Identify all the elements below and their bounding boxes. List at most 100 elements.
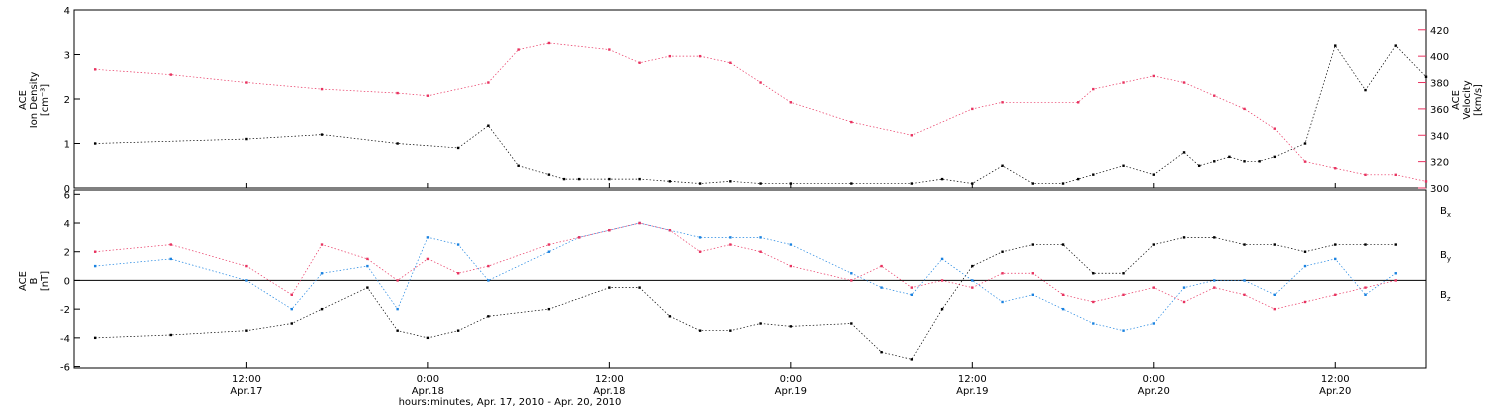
bottom-left-tick-label: -6 [60, 363, 70, 374]
data-point [366, 286, 369, 289]
data-point [1394, 279, 1397, 282]
data-point [487, 315, 490, 318]
data-point [668, 54, 672, 58]
top-left-axis-title: ACEIon Density[cm⁻³] [18, 72, 51, 129]
data-point [1061, 293, 1065, 296]
x-tick-date-label: Apr.18 [593, 386, 625, 397]
data-point [608, 48, 611, 51]
data-point [169, 73, 172, 76]
data-point [1197, 164, 1201, 167]
data-point [396, 307, 399, 311]
top-right-axis: 300 320 340 360 380 400 420 [1418, 26, 1449, 195]
top-right-tick-label: 360 [1430, 105, 1449, 116]
data-point [577, 177, 581, 181]
data-point [290, 322, 293, 325]
data-point [1213, 286, 1216, 289]
data-point [245, 264, 248, 268]
data-point [426, 236, 430, 239]
data-point [1092, 322, 1095, 325]
data-point [1122, 293, 1125, 296]
data-point [1182, 151, 1186, 154]
data-point [1243, 293, 1246, 296]
bottom-series [93, 221, 1397, 361]
data-point [789, 325, 793, 328]
bottom-left-tick-label: -4 [60, 334, 70, 345]
data-point [850, 182, 853, 185]
data-point [910, 134, 914, 137]
series-line [95, 44, 1427, 184]
data-point [1334, 243, 1337, 246]
data-point [290, 293, 293, 296]
data-point [456, 243, 460, 246]
x-tick-label: 0:00 [1143, 374, 1165, 385]
x-tick-label: 12:00 [595, 374, 624, 385]
data-point [320, 272, 324, 275]
x-tick-label: 12:00 [232, 374, 261, 385]
data-point [93, 250, 97, 253]
data-point [1303, 300, 1307, 304]
data-point [1031, 293, 1035, 296]
data-point [169, 333, 172, 337]
data-point [320, 133, 324, 136]
data-point [971, 264, 974, 268]
top-left-axis: 0 1 2 3 4 [64, 6, 80, 195]
data-point [1243, 160, 1246, 163]
data-point [547, 41, 551, 45]
data-point [638, 221, 641, 225]
data-point [789, 101, 793, 104]
series-line [95, 222, 1396, 332]
top-series [93, 41, 1428, 185]
x-tick-label: 12:00 [958, 374, 987, 385]
data-point [940, 279, 944, 282]
data-point [1243, 243, 1246, 246]
data-point [547, 307, 551, 311]
top-right-tick-label: 320 [1430, 158, 1449, 169]
data-point [1092, 272, 1095, 275]
data-point [1031, 182, 1035, 185]
x-tick-label: 0:00 [417, 374, 439, 385]
data-point [698, 54, 702, 58]
top-left-tick-label: 4 [64, 6, 70, 17]
data-point [1213, 236, 1216, 239]
top-left-tick-label: 1 [64, 140, 70, 151]
data-point [426, 257, 430, 261]
data-point [1303, 264, 1307, 268]
data-point [759, 250, 762, 253]
data-point [1001, 164, 1004, 167]
data-point [1092, 173, 1095, 176]
data-point [1364, 293, 1367, 296]
data-point [1061, 182, 1065, 185]
data-point [1213, 160, 1216, 163]
data-point [880, 286, 883, 289]
top-left-tick-label: 2 [64, 95, 70, 106]
x-tick-date-label: Apr.19 [775, 386, 807, 397]
data-point [1152, 173, 1155, 176]
top-right-tick-label: 400 [1430, 52, 1449, 63]
data-point [1273, 307, 1276, 311]
data-point [456, 272, 460, 275]
top-left-tick-label: 3 [64, 51, 70, 62]
data-point [1122, 329, 1125, 332]
data-point [93, 142, 97, 145]
data-point [850, 120, 853, 124]
data-point [729, 236, 732, 239]
data-point [1122, 81, 1125, 84]
data-point [1076, 101, 1080, 104]
data-point [910, 182, 914, 185]
data-point [1092, 300, 1095, 304]
data-point [971, 107, 974, 111]
data-point [638, 177, 641, 181]
data-point [1152, 74, 1155, 78]
data-point [638, 61, 641, 64]
data-point [1424, 180, 1428, 183]
data-point [729, 180, 732, 183]
data-point [93, 68, 97, 71]
data-point [1273, 127, 1276, 130]
data-point [698, 182, 702, 185]
data-point [1364, 173, 1367, 177]
bottom-panel-frame [73, 189, 1427, 369]
bottom-left-tick-label: 2 [64, 248, 70, 259]
top-right-tick-label: 420 [1430, 26, 1449, 37]
